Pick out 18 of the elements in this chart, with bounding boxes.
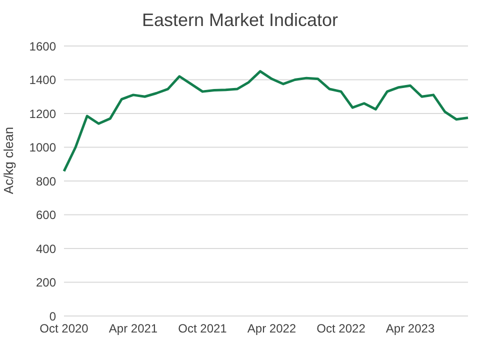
x-tick-label: Apr 2021 xyxy=(108,322,158,336)
y-tick-label: 600 xyxy=(36,208,56,222)
line-series xyxy=(62,70,470,172)
y-tick-label: 400 xyxy=(36,242,56,256)
x-tick-label: Oct 2020 xyxy=(40,322,89,336)
y-tick-label: 800 xyxy=(36,174,56,188)
x-tick-label: Oct 2021 xyxy=(178,322,228,336)
y-tick-label: 1400 xyxy=(29,73,56,88)
y-tick-label: 200 xyxy=(36,276,56,290)
x-tick-label: Oct 2022 xyxy=(316,322,366,336)
y-tick-label: 1200 xyxy=(29,106,56,121)
y-tick-label: 1000 xyxy=(29,140,56,155)
x-tick-label: Apr 2022 xyxy=(247,322,296,336)
y-axis-title: Ac/kg clean xyxy=(2,126,17,194)
chart-title: Eastern Market Indicator xyxy=(140,10,340,31)
y-tick-label: 1600 xyxy=(29,39,56,54)
y-tick-label: 0 xyxy=(49,309,56,324)
x-tick-label: Apr 2023 xyxy=(386,322,435,336)
